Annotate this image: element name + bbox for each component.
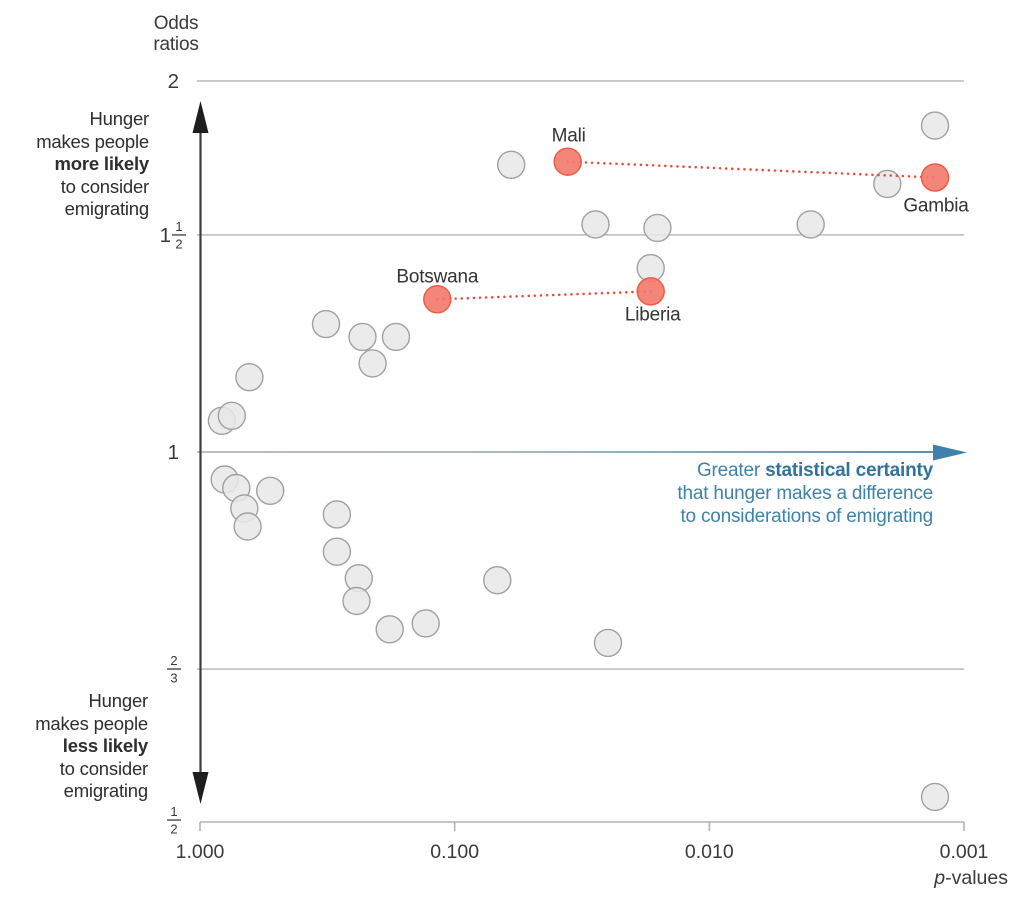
annotation-less-likely-line1: Hunger [88, 690, 149, 711]
svg-text:1: 1 [170, 804, 177, 819]
annotation-more-likely-line3: more likely [54, 153, 150, 174]
x-axis-tick-label-0.010: 0.010 [685, 841, 734, 863]
annotation-more-likely-line1: Hunger [89, 108, 150, 129]
data-point-gray-24 [411, 609, 440, 638]
data-point-gray-16 [256, 476, 285, 505]
y-axis-title: Odds ratios [134, 13, 218, 55]
annotation-statistical-certainty: Greater statistical certainty that hunge… [677, 459, 933, 528]
y-axis-tick-label-2: 2 [168, 70, 179, 93]
svg-text:1: 1 [160, 224, 171, 247]
y-axis-title-line2: ratios [153, 34, 199, 55]
data-point-gray-23 [375, 615, 404, 644]
connector-botswana-liberia [435, 290, 653, 301]
data-point-gray-8 [348, 322, 377, 352]
data-point-gray-5 [920, 111, 950, 140]
data-point-gray-10 [358, 349, 387, 378]
data-point-liberia [636, 277, 665, 306]
data-point-gray-25 [483, 566, 512, 595]
annotation-more-likely-line2: makes people [36, 130, 149, 152]
data-point-gray-13 [217, 401, 247, 430]
data-point-gray-2 [643, 213, 672, 243]
data-point-gray-26 [593, 628, 623, 658]
certainty-line1-bold: statistical certainty [765, 460, 933, 481]
svg-text:3: 3 [170, 671, 177, 686]
x-axis-tick-label-0.001: 0.001 [940, 841, 989, 863]
data-point-label-liberia: Liberia [625, 304, 681, 325]
annotation-less-likely-line2: makes people [35, 712, 148, 734]
y-axis-down-arrowhead-icon [192, 772, 209, 804]
certainty-line1: Greater statistical certainty [677, 459, 933, 482]
data-point-label-mali: Mali [552, 126, 586, 147]
annotation-less-likely-line3: less likely [62, 735, 148, 756]
data-point-gray-19 [322, 500, 352, 529]
certainty-line1-regular: Greater [696, 460, 766, 481]
data-point-gray-11 [235, 363, 264, 392]
y-axis-tick-label-1.5: 1 12 [160, 219, 186, 251]
annotation-more-likely-line4: to consider [60, 175, 149, 197]
x-axis-tick-label-1.000: 1.000 [176, 841, 225, 863]
data-point-gambia [920, 163, 950, 192]
y-axis-tick-label-0.6667: 23 [167, 653, 181, 686]
svg-text:2: 2 [170, 653, 177, 668]
annotation-less-likely-line5: emigrating [63, 780, 149, 801]
certainty-arrowhead-icon [933, 444, 967, 461]
data-point-gray-20 [322, 537, 352, 566]
y-axis-up-arrowhead-icon [192, 101, 209, 133]
certainty-line2: that hunger makes a difference [677, 483, 933, 504]
data-point-gray-9 [381, 322, 411, 352]
data-point-gray-1 [581, 210, 610, 239]
data-point-botswana [423, 285, 452, 314]
data-point-gray-3 [796, 210, 825, 239]
svg-text:2: 2 [168, 70, 179, 93]
svg-text:2: 2 [170, 822, 177, 837]
data-point-gray-18 [233, 512, 262, 541]
annotation-less-likely: Hunger makes people less likely to consi… [35, 690, 148, 803]
svg-text:1: 1 [175, 219, 182, 234]
x-axis-tick-label-0.100: 0.100 [430, 841, 479, 863]
annotation-more-likely: Hunger makes people more likely to consi… [36, 108, 149, 221]
data-point-gray-0 [497, 150, 526, 180]
certainty-line3: to considerations of emigrating [680, 506, 933, 527]
y-axis-tick-label-1: 1 [168, 441, 179, 464]
annotation-more-likely-line5: emigrating [64, 198, 150, 219]
data-point-gray-22 [342, 586, 371, 616]
connector-mali-gambia [566, 160, 937, 179]
data-point-gray-4 [873, 169, 902, 199]
data-point-label-botswana: Botswana [396, 266, 478, 287]
y-axis-tick-label-0.5: 12 [167, 804, 181, 837]
y-axis-title-line1: Odds [153, 13, 199, 34]
annotation-less-likely-line4: to consider [59, 757, 148, 779]
x-axis-label: p-values [933, 867, 1008, 889]
data-point-label-gambia: Gambia [903, 196, 969, 217]
svg-text:1: 1 [168, 441, 179, 464]
data-point-gray-7 [311, 309, 341, 339]
svg-text:2: 2 [175, 236, 182, 251]
data-point-mali [553, 147, 582, 176]
data-point-gray-27 [920, 782, 950, 812]
